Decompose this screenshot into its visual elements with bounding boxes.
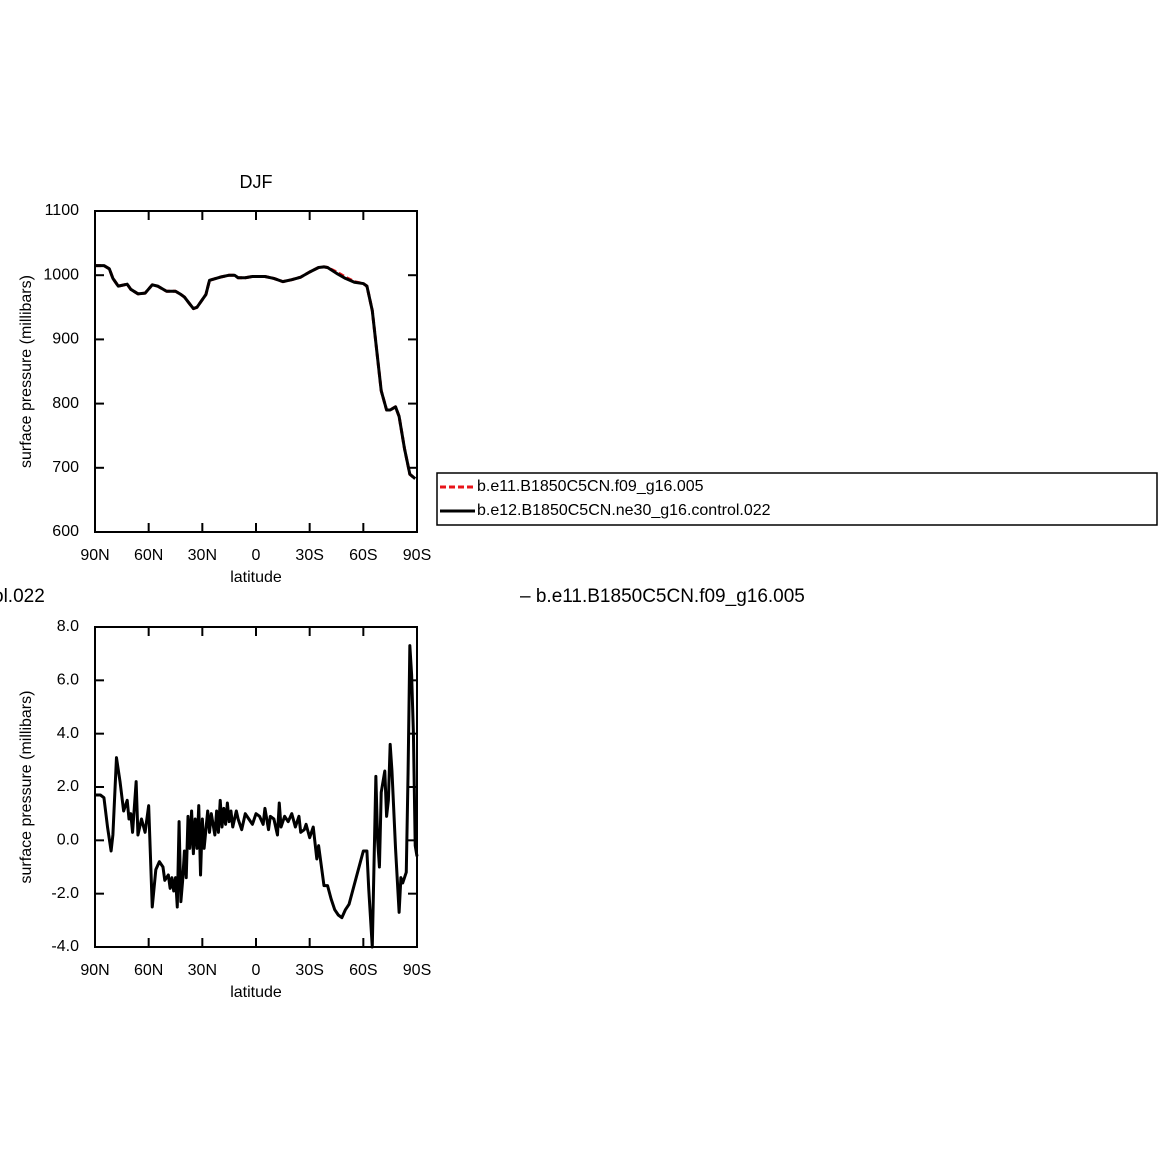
x-tick-label: 30S — [295, 547, 323, 564]
y-tick-label: 1000 — [43, 266, 79, 283]
data-line — [95, 264, 417, 480]
x-tick-label: 90N — [80, 547, 109, 564]
legend-label: b.e12.B1850C5CN.ne30_g16.control.022 — [477, 502, 771, 519]
y-tick-label: 900 — [52, 331, 79, 348]
y-tick-label: 2.0 — [57, 778, 79, 795]
x-tick-label: 0 — [252, 962, 261, 979]
x-tick-label: 90S — [403, 962, 431, 979]
x-tick-label: 0 — [252, 547, 261, 564]
x-tick-label: 30N — [188, 962, 217, 979]
y-tick-label: 800 — [52, 395, 79, 412]
y-tick-label: -2.0 — [51, 885, 79, 902]
x-tick-label: 90N — [80, 962, 109, 979]
y-tick-label: 600 — [52, 523, 79, 540]
x-axis-label: latitude — [230, 984, 282, 1001]
x-tick-label: 60S — [349, 962, 377, 979]
y-tick-label: 1100 — [45, 202, 80, 219]
y-tick-label: 0.0 — [57, 832, 79, 849]
data-line — [95, 264, 417, 480]
x-tick-label: 30N — [188, 547, 217, 564]
legend-box — [436, 472, 1158, 526]
y-axis-label: surface pressure (millibars) — [18, 691, 35, 884]
right-title: – b.e11.B1850C5CN.f09_g16.005 — [520, 586, 805, 607]
x-tick-label: 30S — [295, 962, 323, 979]
left-title: ol.022 — [0, 586, 45, 607]
y-axis-label: surface pressure (millibars) — [18, 275, 35, 468]
y-tick-label: -4.0 — [51, 938, 79, 955]
plot-frame — [94, 210, 418, 533]
x-tick-label: 60N — [134, 962, 163, 979]
x-tick-label: 90S — [403, 547, 431, 564]
y-tick-label: 6.0 — [57, 672, 79, 689]
x-tick-label: 60N — [134, 547, 163, 564]
chart-title: DJF — [240, 172, 273, 192]
legend-label: b.e11.B1850C5CN.f09_g16.005 — [477, 478, 704, 495]
y-tick-label: 4.0 — [57, 725, 79, 742]
x-tick-label: 60S — [349, 547, 377, 564]
data-line — [95, 644, 419, 949]
x-axis-label: latitude — [230, 569, 282, 586]
y-tick-label: 700 — [52, 459, 79, 476]
y-tick-label: 8.0 — [57, 618, 79, 635]
